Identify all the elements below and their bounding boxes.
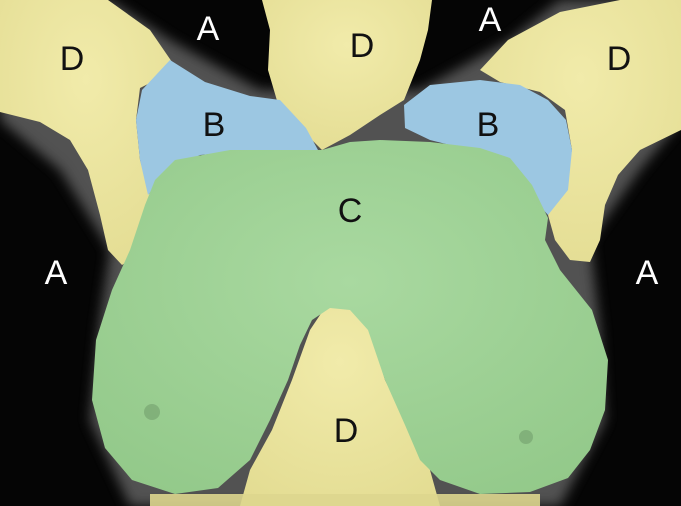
mark-right [519,430,533,444]
label-b-left: B [202,106,226,144]
label-d-top-right: D [606,40,632,78]
region-d-left-arm [0,0,172,265]
label-d-top-center: D [349,27,375,65]
label-a-mid-right: A [635,254,659,292]
label-d-bottom-center: D [333,412,359,450]
label-a-top-right: A [478,1,502,39]
region-d-lower-center [240,300,440,506]
mark-left [144,404,160,420]
region-d-neck [262,0,432,150]
label-b-right: B [476,106,500,144]
region-d-right-arm [480,0,681,262]
region-b-right [404,80,572,215]
label-a-top-left: A [196,10,220,48]
region-c-chest [92,140,608,494]
label-a-mid-left: A [44,254,68,292]
label-c-center: C [337,192,363,230]
region-d-bottom-edge [150,494,540,506]
label-d-top-left: D [59,40,85,78]
